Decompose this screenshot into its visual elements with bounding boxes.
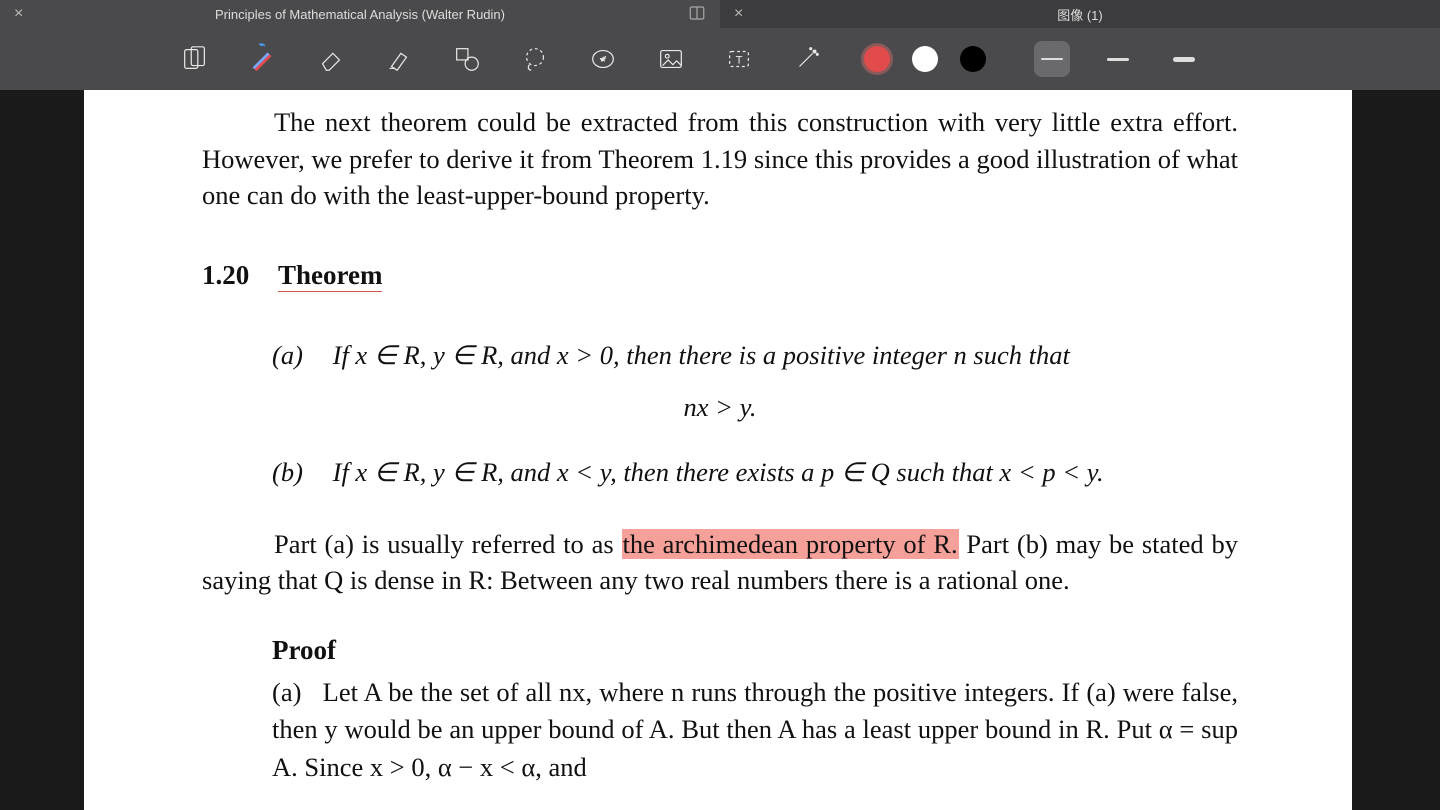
bluetooth-icon: ⌁	[259, 38, 266, 51]
eraser-tool-icon[interactable]	[314, 42, 348, 76]
stamp-tool-icon[interactable]: ★	[586, 42, 620, 76]
tab-title: 图像 (1)	[720, 5, 1440, 24]
color-black[interactable]	[960, 46, 986, 72]
stroke-medium[interactable]	[1100, 41, 1136, 77]
page-view-icon[interactable]	[178, 42, 212, 76]
item-a-tag: (a)	[272, 336, 326, 374]
highlighter-tool-icon[interactable]	[382, 42, 416, 76]
svg-text:★: ★	[599, 54, 607, 64]
tab-title: Principles of Mathematical Analysis (Wal…	[0, 7, 720, 22]
proof-text: (a) Let A be the set of all nx, where n …	[272, 674, 1238, 787]
tab-bar: × Principles of Mathematical Analysis (W…	[0, 0, 1440, 28]
section-label: Theorem	[278, 260, 382, 292]
color-swatches	[864, 46, 986, 72]
item-b-text: If x ∈ R, y ∈ R, and x < y, then there e…	[333, 457, 1104, 487]
item-a-inequality: nx > y.	[202, 392, 1238, 423]
color-white[interactable]	[912, 46, 938, 72]
theorem-item-b: (b) If x ∈ R, y ∈ R, and x < y, then the…	[272, 453, 1238, 491]
image-tool-icon[interactable]	[654, 42, 688, 76]
shape-tool-icon[interactable]	[450, 42, 484, 76]
color-red[interactable]	[864, 46, 890, 72]
theorem-item-a: (a) If x ∈ R, y ∈ R, and x > 0, then the…	[272, 336, 1238, 374]
remark-highlight: the archimedean property of R.	[622, 529, 959, 559]
remark-pre: Part (a) is usually referred to as	[274, 529, 622, 559]
intro-paragraph: The next theorem could be extracted from…	[202, 104, 1238, 214]
section-number: 1.20	[202, 260, 249, 290]
section-heading: 1.20 Theorem	[202, 260, 1238, 292]
pen-tool-icon[interactable]: ⌁	[246, 42, 280, 76]
canvas-stage[interactable]: The next theorem could be extracted from…	[0, 90, 1440, 810]
stroke-thick[interactable]	[1166, 41, 1202, 77]
magic-tool-icon[interactable]	[790, 42, 824, 76]
stroke-widths	[1034, 41, 1202, 77]
stroke-thin[interactable]	[1034, 41, 1070, 77]
proof-a-text: Let A be the set of all nx, where n runs…	[272, 677, 1238, 782]
proof-a-tag: (a)	[272, 677, 301, 707]
lasso-tool-icon[interactable]	[518, 42, 552, 76]
remark-paragraph: Part (a) is usually referred to as the a…	[202, 526, 1238, 599]
item-b-tag: (b)	[272, 453, 326, 491]
proof-heading: Proof	[272, 635, 1238, 666]
text-tool-icon[interactable]: T	[722, 42, 756, 76]
svg-text:T: T	[736, 55, 743, 67]
item-a-text: If x ∈ R, y ∈ R, and x > 0, then there i…	[333, 340, 1070, 370]
split-view-icon[interactable]	[688, 4, 706, 25]
document-page: The next theorem could be extracted from…	[84, 90, 1352, 810]
tab-document[interactable]: × Principles of Mathematical Analysis (W…	[0, 0, 720, 28]
tab-image[interactable]: × 图像 (1)	[720, 0, 1440, 28]
toolbar: ⌁ ★ T	[0, 28, 1440, 90]
